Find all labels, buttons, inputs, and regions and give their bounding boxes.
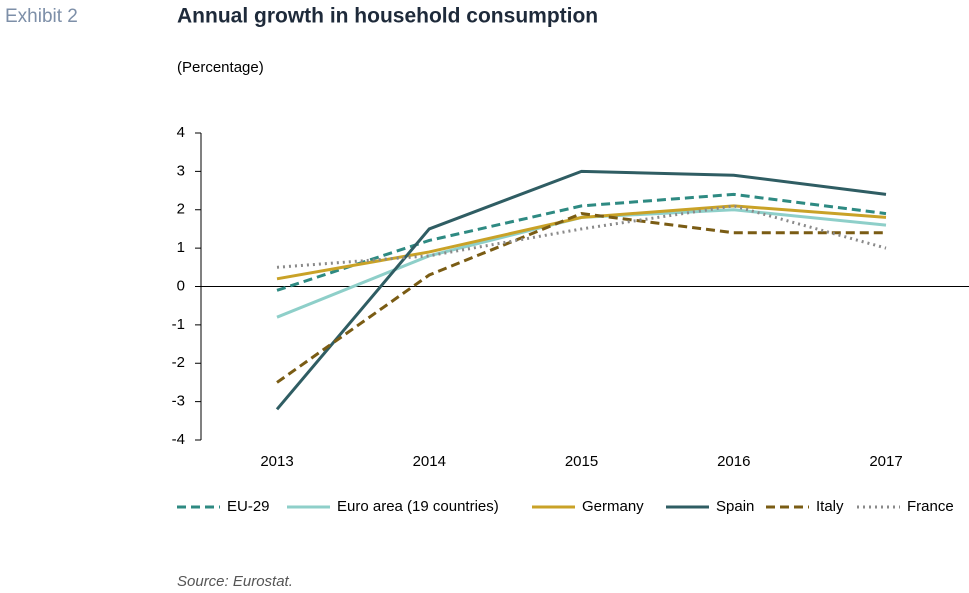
x-tick-label: 2017 — [869, 453, 902, 470]
chart-title: Annual growth in household consumption — [177, 5, 598, 28]
y-tick-label: -1 — [172, 316, 185, 333]
legend-label: Euro area (19 countries) — [337, 498, 499, 515]
y-tick-label: 3 — [177, 162, 185, 179]
series-line — [276, 212, 886, 384]
y-tick-label: 1 — [177, 239, 185, 256]
legend-label: France — [907, 498, 954, 515]
legend-label: Germany — [582, 498, 644, 515]
chart-subtitle: (Percentage) — [177, 59, 264, 76]
y-tick-label: -3 — [172, 393, 185, 410]
y-tick-label: 0 — [177, 277, 185, 294]
x-tick-label: 2014 — [413, 453, 446, 470]
legend-label: Spain — [716, 498, 754, 515]
source-note: Source: Eurostat. — [177, 573, 293, 590]
series-line — [275, 169, 887, 411]
legend-label: Italy — [816, 498, 844, 515]
y-tick-label: -4 — [172, 431, 185, 448]
exhibit-label: Exhibit 2 — [5, 6, 78, 27]
series-line — [276, 204, 887, 281]
series-line — [276, 204, 887, 269]
y-tick-label: -2 — [172, 354, 185, 371]
x-tick-label: 2016 — [717, 453, 750, 470]
y-tick-label: 2 — [177, 201, 185, 218]
x-tick-label: 2015 — [565, 453, 598, 470]
series-line — [276, 192, 887, 292]
legend-label: EU-29 — [227, 498, 270, 515]
x-tick-label: 2013 — [260, 453, 293, 470]
y-tick-label: 4 — [177, 124, 185, 141]
